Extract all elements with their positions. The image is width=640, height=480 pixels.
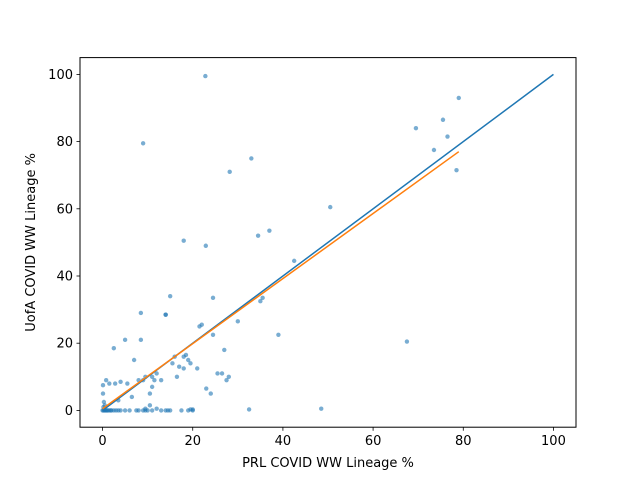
data-point bbox=[118, 408, 123, 413]
data-point bbox=[404, 339, 410, 344]
data-point bbox=[258, 299, 263, 304]
data-point bbox=[122, 408, 128, 413]
y-axis-label: UofA COVID WW Lineage % bbox=[24, 153, 39, 332]
data-point bbox=[249, 156, 254, 161]
data-point bbox=[260, 295, 265, 301]
data-point bbox=[158, 408, 164, 413]
data-point bbox=[170, 361, 175, 366]
data-point bbox=[167, 293, 173, 299]
data-point bbox=[235, 319, 241, 324]
data-point bbox=[219, 371, 225, 376]
x-tick-label: 40 bbox=[275, 434, 292, 449]
data-point bbox=[149, 408, 155, 413]
y-tick-label: 80 bbox=[56, 135, 73, 150]
data-point bbox=[188, 407, 193, 412]
x-tick-label: 0 bbox=[98, 434, 106, 449]
data-point bbox=[276, 332, 281, 337]
data-point bbox=[118, 379, 123, 385]
plot-frame bbox=[79, 57, 577, 428]
data-point bbox=[154, 371, 159, 376]
data-point bbox=[129, 394, 135, 400]
data-point bbox=[149, 374, 155, 379]
x-tick-label: 100 bbox=[541, 434, 566, 449]
x-tick-label: 20 bbox=[184, 434, 201, 449]
data-point bbox=[188, 361, 193, 366]
x-tick-label: 80 bbox=[455, 434, 472, 449]
data-point bbox=[456, 95, 461, 101]
data-point bbox=[203, 73, 208, 79]
data-point bbox=[154, 406, 159, 411]
y-tick-label: 40 bbox=[56, 270, 73, 285]
y-tick-label: 0 bbox=[65, 404, 73, 419]
data-point bbox=[125, 381, 130, 386]
data-point bbox=[195, 366, 200, 371]
data-point bbox=[122, 337, 128, 343]
data-point bbox=[224, 377, 229, 383]
data-point bbox=[107, 381, 112, 386]
y-tick-label: 20 bbox=[56, 337, 73, 352]
data-point bbox=[210, 332, 216, 337]
data-point bbox=[149, 384, 155, 390]
y-axis-ticks: 0 20 40 60 80 100 bbox=[48, 68, 80, 419]
data-point bbox=[158, 377, 164, 383]
data-point bbox=[177, 364, 182, 369]
data-point bbox=[210, 295, 216, 301]
data-point bbox=[147, 403, 153, 408]
data-point bbox=[138, 337, 144, 343]
data-point bbox=[167, 408, 173, 413]
data-point bbox=[222, 347, 227, 353]
data-point bbox=[413, 125, 419, 131]
data-point bbox=[267, 228, 272, 233]
data-point bbox=[163, 312, 168, 317]
data-point bbox=[255, 233, 261, 238]
data-point bbox=[246, 407, 252, 412]
data-point bbox=[174, 374, 180, 379]
fit-lines bbox=[102, 73, 554, 412]
data-point bbox=[208, 391, 213, 396]
data-point bbox=[291, 258, 297, 264]
data-point bbox=[186, 357, 191, 363]
data-point bbox=[131, 357, 137, 363]
data-point bbox=[328, 204, 333, 210]
data-point bbox=[140, 141, 146, 146]
data-point bbox=[445, 134, 450, 139]
data-point bbox=[199, 322, 204, 327]
x-axis-ticks: 0 20 40 60 80 100 bbox=[98, 427, 566, 449]
data-point bbox=[127, 408, 132, 413]
data-point bbox=[319, 406, 324, 411]
y-tick-label: 60 bbox=[56, 202, 73, 217]
data-point bbox=[215, 371, 220, 376]
data-point bbox=[103, 377, 109, 383]
data-point bbox=[226, 374, 231, 379]
data-point bbox=[143, 406, 148, 411]
data-point bbox=[227, 169, 232, 175]
y-tick-label: 100 bbox=[48, 68, 73, 83]
data-point bbox=[203, 243, 209, 248]
data-point bbox=[181, 366, 186, 371]
data-point bbox=[431, 147, 437, 153]
data-point bbox=[181, 354, 186, 359]
x-tick-label: 60 bbox=[365, 434, 382, 449]
data-point bbox=[440, 117, 446, 122]
data-point bbox=[204, 386, 209, 391]
data-point bbox=[138, 310, 144, 316]
data-point bbox=[101, 399, 107, 405]
data-point bbox=[152, 377, 157, 383]
scatter-points bbox=[100, 73, 461, 413]
fit-line bbox=[102, 151, 460, 410]
data-point bbox=[181, 238, 186, 243]
data-point bbox=[100, 391, 106, 396]
data-point bbox=[136, 408, 141, 413]
data-point bbox=[454, 167, 459, 173]
data-point bbox=[111, 346, 117, 351]
x-axis-label: PRL COVID WW Lineage % bbox=[242, 456, 414, 471]
data-point bbox=[100, 383, 106, 388]
data-point bbox=[112, 381, 118, 386]
data-point bbox=[179, 408, 184, 413]
data-point bbox=[147, 391, 153, 396]
